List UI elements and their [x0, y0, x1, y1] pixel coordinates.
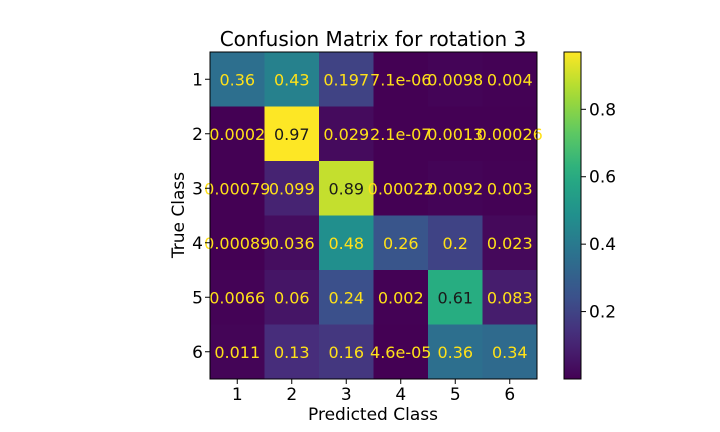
- plot-frame: [209, 51, 538, 380]
- cell-value-label: 0.97: [274, 125, 310, 144]
- heatmap-cell: [428, 106, 483, 162]
- y-axis-label: True Class: [169, 172, 189, 259]
- cell-value-label: 0.011: [214, 343, 260, 362]
- cell-value-label: 0.083: [487, 288, 533, 307]
- cell-value-label: 0.0013: [427, 125, 483, 144]
- heatmap-cell: [319, 215, 374, 271]
- cell-value-label: 0.023: [487, 234, 533, 253]
- cell-value-label: 0.2: [443, 234, 468, 253]
- cell-value-label: 0.48: [328, 234, 364, 253]
- cell-value-label: 0.06: [274, 288, 310, 307]
- cell-value-label: 0.036: [269, 234, 315, 253]
- heatmap-cell: [210, 161, 265, 216]
- heatmap-cell: [482, 161, 538, 216]
- y-tick-label: 5: [192, 288, 203, 308]
- chart-title: Confusion Matrix for rotation 3: [220, 27, 527, 51]
- cell-value-label: 0.003: [487, 179, 533, 198]
- cell-value-label: 7.1e-06: [370, 70, 431, 89]
- heatmap-cell: [210, 215, 265, 271]
- heatmap-cell: [210, 52, 265, 107]
- heatmap-cell: [482, 215, 538, 271]
- heatmap-cell: [428, 270, 483, 325]
- heatmap-cell: [264, 215, 320, 271]
- heatmap-cell: [373, 161, 429, 216]
- heatmap-cell: [373, 270, 429, 325]
- heatmap-cell: [428, 215, 483, 271]
- colorbar-gradient: [563, 51, 582, 380]
- colorbar-tick-label: 0.8: [589, 100, 616, 120]
- cell-value-label: 0.197: [323, 70, 369, 89]
- cell-value-label: 2.1e-07: [370, 125, 431, 144]
- cell-value-label: 0.24: [328, 288, 364, 307]
- cell-value-label: 0.002: [378, 288, 424, 307]
- y-tick-label: 4: [192, 234, 203, 254]
- x-tick-label: 3: [341, 385, 352, 405]
- heatmap-cell: [428, 324, 483, 380]
- y-tick-label: 3: [192, 179, 203, 199]
- heatmap-cell: [319, 270, 374, 325]
- cell-value-label: 4.6e-05: [370, 343, 431, 362]
- heatmap-cell: [264, 324, 320, 380]
- cell-value-label: 0.029: [323, 125, 369, 144]
- cell-labels: 0.36 0.43 0.197 7.1e-060.0098 0.004 0.0002 0.9…: [204, 70, 543, 362]
- cell-value-label: 0.0002: [209, 125, 265, 144]
- heatmap-cell: [373, 324, 429, 380]
- cell-value-label: 0.0092: [427, 179, 483, 198]
- heatmap-cell: [319, 161, 374, 216]
- x-tick-label: 5: [450, 385, 461, 405]
- heatmap-cell: [482, 270, 538, 325]
- heatmap-cell: [319, 106, 374, 162]
- x-axis-label: Predicted Class: [308, 405, 438, 425]
- cell-value-label: 0.00079: [204, 179, 270, 198]
- cell-value-label: 0.26: [383, 234, 419, 253]
- heatmap-cell: [373, 106, 429, 162]
- cell-value-label: 0.43: [274, 70, 310, 89]
- cell-value-label: 0.004: [487, 70, 533, 89]
- heatmap-cell: [264, 270, 320, 325]
- heatmap-cell: [482, 52, 538, 107]
- cell-value-label: 0.89: [328, 179, 364, 198]
- cell-value-label: 0.0066: [209, 288, 265, 307]
- heatmap-cell: [264, 161, 320, 216]
- heatmap-cell: [319, 324, 374, 380]
- heatmap-cell: [373, 52, 429, 107]
- y-tick-label: 1: [192, 70, 203, 90]
- heatmap-cell: [319, 52, 374, 107]
- colorbar: 0.2 0.4 0.6 0.8: [563, 51, 616, 380]
- x-tick-label: 6: [504, 385, 515, 405]
- x-axis-ticks: 1 2 3 4 5 6: [232, 379, 515, 405]
- colorbar-tick-label: 0.6: [589, 168, 616, 188]
- x-tick-label: 1: [232, 385, 243, 405]
- heatmap-cell: [482, 106, 538, 162]
- heatmap-cell: [482, 324, 538, 380]
- x-tick-label: 2: [286, 385, 297, 405]
- heatmap-cell: [210, 324, 265, 380]
- cell-value-label: 0.13: [274, 343, 310, 362]
- heatmap-cell: [210, 106, 265, 162]
- heatmap-cell: [373, 215, 429, 271]
- colorbar-tick-label: 0.4: [589, 235, 616, 255]
- y-axis-ticks: 1 2 3 4 5 6: [192, 70, 210, 363]
- y-tick-label: 2: [192, 125, 203, 145]
- heatmap-cells: [210, 52, 538, 380]
- cell-value-label: 0.099: [269, 179, 315, 198]
- x-tick-label: 4: [395, 385, 406, 405]
- heatmap-cell: [264, 52, 320, 107]
- heatmap-cell: [264, 106, 320, 162]
- cell-value-label: 0.61: [437, 288, 473, 307]
- cell-value-label: 0.00089: [204, 234, 270, 253]
- heatmap-cell: [428, 52, 483, 107]
- heatmap-cell: [210, 270, 265, 325]
- cell-value-label: 0.34: [492, 343, 528, 362]
- colorbar-tick-label: 0.2: [589, 303, 616, 323]
- cell-value-label: 0.36: [219, 70, 255, 89]
- cell-value-label: 0.16: [328, 343, 364, 362]
- heatmap-cell: [428, 161, 483, 216]
- cell-value-label: 0.00026: [477, 125, 543, 144]
- cell-value-label: 0.36: [437, 343, 473, 362]
- cell-value-label: 0.00022: [368, 179, 434, 198]
- y-tick-label: 6: [192, 343, 203, 363]
- cell-value-label: 0.0098: [427, 70, 483, 89]
